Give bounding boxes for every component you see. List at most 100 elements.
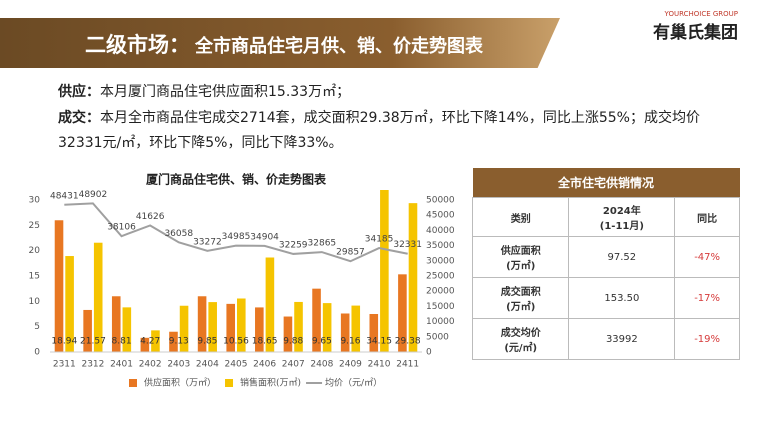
y-tick-label: 0 <box>34 348 40 358</box>
bar <box>265 257 275 352</box>
y2-tick-label: 5000 <box>426 332 449 342</box>
x-tick-label: 2405 <box>225 360 248 370</box>
cell: -19% <box>674 318 740 360</box>
bar <box>83 309 92 352</box>
cell: 97.52 <box>568 236 676 278</box>
y2-tick-label: 40000 <box>426 226 455 236</box>
chart-title: 厦门商品住宅供、销、价走势图表 <box>146 172 327 187</box>
bar <box>322 303 332 352</box>
bar <box>111 296 121 352</box>
y2-tick-label: 20000 <box>426 287 455 297</box>
bar <box>122 307 132 352</box>
logo: YOURCHOICE GROUP 有巢氏集团 <box>653 10 738 43</box>
chart: 厦门商品住宅供、销、价走势图表 0 5 10 15 20 25 30 0 5000 10000 15… <box>29 172 455 389</box>
cell: 2024年 (1-11月) <box>568 197 676 237</box>
bar <box>208 302 217 352</box>
bar <box>398 274 407 352</box>
x-tick-label: 2409 <box>339 360 362 370</box>
bar <box>179 305 189 352</box>
bar <box>294 301 303 352</box>
title-prefix: 二级市场： <box>85 33 190 57</box>
header-band: 二级市场： 全市商品住宅月供、销、价走势图表 <box>0 18 560 68</box>
bar <box>408 203 418 352</box>
data-label: 4.27 <box>140 337 160 347</box>
x-tick-label: 2407 <box>282 360 305 370</box>
x-tick-label: 2410 <box>368 360 391 370</box>
bar <box>226 303 235 352</box>
logo-en: YOURCHOICE GROUP <box>664 10 738 18</box>
body: 本月全市商品住宅成交2714套，成交面积29.38万㎡，环比下降14%，同比上涨… <box>58 110 700 151</box>
data-label: 32259 <box>279 240 308 250</box>
legend-swatch <box>129 379 137 387</box>
data-label: 8.81 <box>112 337 132 347</box>
x-tick-label: 2311 <box>53 360 76 370</box>
data-label: 34.15 <box>366 337 392 347</box>
bar <box>369 314 379 352</box>
data-label: 9.88 <box>283 337 303 347</box>
label: 供应： <box>58 84 100 100</box>
cell: 同比 <box>674 197 740 237</box>
x-tick-label: 2406 <box>253 360 276 370</box>
bars <box>54 190 418 352</box>
data-label: 9.16 <box>340 337 360 347</box>
bar <box>283 316 293 352</box>
bar <box>65 256 74 352</box>
y2-tick-label: 25000 <box>426 272 455 282</box>
data-label: 9.65 <box>312 337 332 347</box>
legend-label: 均价（元/㎡） <box>325 377 382 389</box>
y2-tick-label: 10000 <box>426 317 455 327</box>
x-tick-label: 2401 <box>110 360 133 370</box>
bar <box>93 242 103 352</box>
bar <box>169 331 178 352</box>
price-line <box>64 202 408 263</box>
data-label: 18.94 <box>51 337 77 347</box>
y2-tick-label: 15000 <box>426 302 455 312</box>
y2-tick-label: 30000 <box>426 256 455 266</box>
x-tick-label: 2408 <box>310 360 333 370</box>
logo-cn: 有巢氏集团 <box>653 23 738 43</box>
x-tick-label: 2404 <box>196 360 219 370</box>
bar <box>54 220 64 352</box>
data-label: 34185 <box>365 235 394 245</box>
data-label: 41626 <box>136 212 165 222</box>
body: 本月厦门商品住宅供应面积15.33万㎡； <box>100 84 351 100</box>
data-label: 32865 <box>308 239 337 249</box>
bar <box>312 288 321 352</box>
y2-tick-label: 45000 <box>426 211 455 221</box>
legend-label: 供应面积（万㎡） <box>144 377 216 389</box>
y-tick-label: 25 <box>29 221 40 231</box>
table-title: 全市住宅供销情况 <box>472 168 740 198</box>
cell: 成交均价 (元/㎡) <box>471 318 570 360</box>
cell: 153.50 <box>568 277 676 319</box>
data-label: 18.65 <box>252 337 278 347</box>
bar <box>351 305 361 352</box>
y-tick-label: 10 <box>29 297 41 307</box>
cell: 成交面积 (万㎡) <box>471 277 570 319</box>
x-tick-label: 2411 <box>396 360 419 370</box>
supply-text: 供应：本月厦门商品住宅供应面积15.33万㎡； <box>58 80 708 105</box>
data-label: 29.38 <box>395 337 421 347</box>
bar <box>197 296 207 352</box>
cell: 33992 <box>568 318 676 360</box>
bar <box>237 298 246 352</box>
cell: -17% <box>674 277 740 319</box>
data-label: 48431 <box>50 191 79 201</box>
data-label: 38106 <box>107 223 136 233</box>
bar <box>140 337 150 352</box>
summary-table: 全市住宅供销情况 类别 2024年 (1-11月) 同比 供应面积 (万㎡) 97.52-… <box>471 168 740 360</box>
data-label: 9.13 <box>169 337 189 347</box>
data-label: 34985 <box>222 232 251 242</box>
data-label: 21.57 <box>80 337 106 347</box>
data-label: 29857 <box>336 248 365 258</box>
y-tick-label: 5 <box>34 322 40 332</box>
bar <box>380 190 389 352</box>
bar <box>340 313 350 352</box>
legend-swatch <box>225 379 234 387</box>
y-tick-label: 30 <box>29 196 41 206</box>
data-label: 48902 <box>79 190 108 200</box>
x-tick-label: 2402 <box>139 360 162 370</box>
bar <box>151 330 160 352</box>
legend-label: 销售面积(万㎡) <box>240 377 301 389</box>
y-tick-label: 15 <box>29 272 40 282</box>
